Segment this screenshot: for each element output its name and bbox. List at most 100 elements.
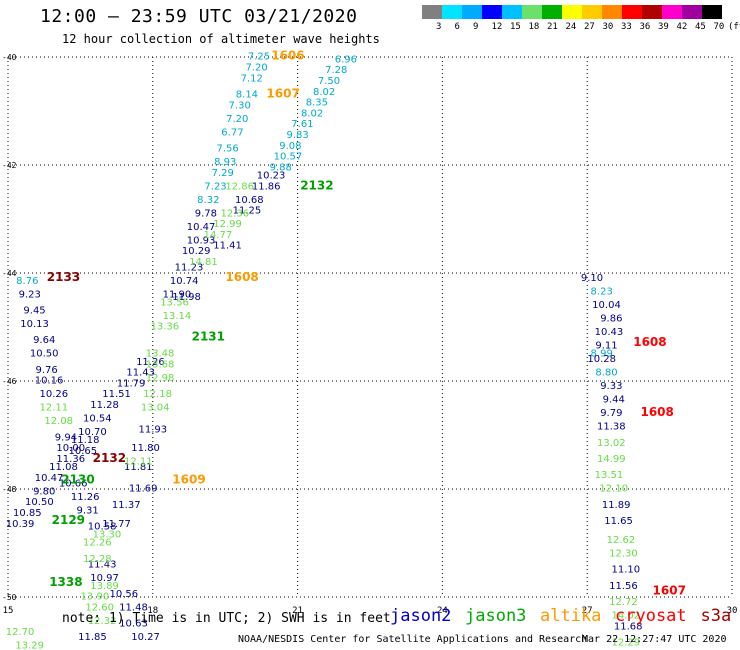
footnote: note: 1) Time is in UTC; 2) SWH is in fe… [62, 611, 391, 626]
wave-height-label: 12.26 [83, 538, 112, 549]
wave-height-label: 9.31 [77, 505, 99, 516]
wave-height-label: 11.36 [56, 454, 85, 465]
wave-height-label: 8.76 [16, 276, 38, 287]
wave-height-label: 11.86 [252, 181, 281, 192]
wave-height-label: 7.50 [318, 76, 340, 87]
wave-height-label: 12.70 [6, 627, 35, 638]
wave-height-label: 8.35 [306, 98, 328, 109]
legend-swatch [522, 5, 542, 19]
wave-height-label: 7.23 [204, 181, 226, 192]
legend-label: 9 [473, 22, 479, 32]
wave-height-label: 8.32 [197, 195, 219, 206]
wave-height-label: 10.56 [110, 589, 139, 600]
wave-height-label: 9.78 [195, 208, 217, 219]
satellite-legend-item: altika [540, 606, 602, 626]
wave-height-label: 13.36 [151, 322, 180, 333]
wave-height-label: 11.69 [129, 484, 158, 495]
wave-height-label: 10.66 [59, 478, 88, 489]
wave-height-label: 12.18 [143, 389, 172, 400]
legend-label: 12 [491, 22, 503, 32]
wave-height-label: 11.18 [71, 435, 100, 446]
time-label: 2133 [47, 270, 80, 284]
satellite-legend-item: cryosat [615, 606, 687, 626]
wave-height-label: 13.14 [163, 311, 192, 322]
legend-swatch [702, 5, 722, 19]
wave-height-label: 13.51 [595, 470, 624, 481]
wave-height-label: 6.77 [221, 127, 243, 138]
wave-height-label: 12.86 [225, 181, 254, 192]
color-scale-legend [422, 5, 722, 19]
wave-height-label: 12.98 [146, 373, 175, 384]
wave-height-label: 9.64 [33, 335, 55, 346]
wave-height-label: 10.68 [235, 195, 264, 206]
wave-height-label: 11.51 [102, 389, 131, 400]
legend-swatch [442, 5, 462, 19]
legend-label: (ft) [728, 22, 740, 32]
y-tick-label: -50 [2, 593, 17, 602]
time-label: 1607 [653, 583, 686, 597]
time-label: 1608 [633, 335, 666, 349]
wave-height-label: 7.12 [241, 73, 263, 84]
x-tick-label: 24 [437, 606, 448, 616]
wave-height-label: 8.93 [214, 157, 236, 168]
time-label: 1607 [266, 87, 299, 101]
wave-height-label: 13.29 [15, 640, 44, 650]
wave-height-label: 10.93 [187, 235, 216, 246]
wave-height-label: 10.58 [88, 522, 117, 533]
satellite-legend-item: s3a [700, 606, 732, 626]
wave-height-label: 9.10 [581, 273, 603, 284]
wave-height-label: 9.76 [35, 365, 57, 376]
wave-height-label: 10.29 [182, 246, 211, 257]
y-tick-label: -46 [2, 377, 17, 386]
time-label: 2132 [93, 451, 126, 465]
y-tick-label: -40 [2, 53, 17, 62]
legend-label: 70 [713, 22, 725, 32]
time-label: 1338 [49, 575, 82, 589]
page-title: 12:00 – 23:59 UTC 03/21/2020 [40, 6, 358, 27]
legend-swatch [462, 5, 482, 19]
legend-label: 33 [621, 22, 632, 32]
wave-height-label: 9.45 [23, 306, 45, 317]
wave-height-label: 10.74 [170, 276, 199, 287]
legend-label: 30 [602, 22, 614, 32]
wave-height-label: 10.26 [40, 389, 69, 400]
legend-swatch [502, 5, 522, 19]
wave-height-label: 13.30 [93, 530, 122, 541]
wave-height-label: 13.56 [160, 297, 189, 308]
wave-height-label: 8.99 [591, 349, 613, 360]
wave-height-label: 13.02 [597, 438, 626, 449]
wave-height-label: 12.08 [44, 416, 73, 427]
wave-height-label: 9.33 [600, 381, 622, 392]
wave-height-label: 9.11 [595, 341, 617, 352]
wave-height-label: 12.10 [599, 484, 628, 495]
wave-height-label: 10.23 [257, 171, 286, 182]
wave-height-label: 11.65 [604, 516, 633, 527]
wave-height-label: 11.80 [131, 443, 160, 454]
wave-height-label: 13.04 [141, 403, 170, 414]
legend-swatch [582, 5, 602, 19]
time-label: 1608 [640, 405, 673, 419]
wave-height-label: 10.43 [595, 327, 624, 338]
wave-height-label: 14.81 [189, 257, 218, 268]
wave-height-label: 7.25 [248, 52, 270, 63]
wave-height-label: 11.38 [597, 422, 626, 433]
wave-height-label: 10.00 [56, 443, 85, 454]
legend-swatch [662, 5, 682, 19]
wave-height-label: 10.47 [187, 222, 216, 233]
wave-height-label: 10.50 [30, 349, 59, 360]
page-subtitle: 12 hour collection of altimeter wave hei… [62, 32, 380, 46]
legend-label: 3 [436, 22, 442, 32]
wave-height-label: 10.70 [78, 427, 107, 438]
wave-height-label: 11.08 [49, 462, 78, 473]
wave-height-label: 14.02 [611, 611, 640, 622]
time-label: 2132 [300, 178, 333, 192]
wave-height-label: 10.65 [68, 446, 97, 457]
x-tick-label: 18 [147, 606, 158, 616]
wave-height-label: 12.32 [88, 616, 117, 627]
time-label: 1609 [172, 473, 205, 487]
satellite-legend-item: jason3 [465, 606, 527, 626]
time-label: 2130 [61, 473, 94, 487]
legend-label: 15 [510, 22, 521, 32]
wave-height-label: 9.23 [19, 289, 41, 300]
wave-height-label: 7.56 [216, 144, 238, 155]
